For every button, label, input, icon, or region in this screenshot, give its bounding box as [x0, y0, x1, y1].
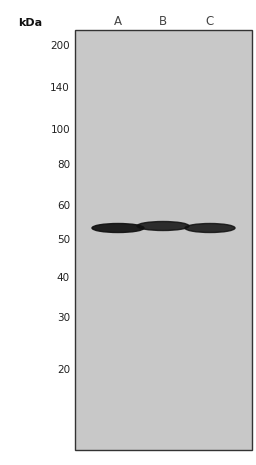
Text: 200: 200 [50, 41, 70, 51]
Text: C: C [206, 15, 214, 28]
Text: 80: 80 [57, 160, 70, 170]
Text: 30: 30 [57, 313, 70, 323]
Text: B: B [159, 15, 167, 28]
Text: kDa: kDa [18, 18, 42, 28]
Text: 40: 40 [57, 273, 70, 283]
Text: 60: 60 [57, 201, 70, 211]
Text: 20: 20 [57, 365, 70, 375]
Ellipse shape [185, 224, 235, 232]
Text: 50: 50 [57, 235, 70, 245]
Text: A: A [114, 15, 122, 28]
Ellipse shape [137, 221, 189, 231]
Text: 140: 140 [50, 83, 70, 93]
FancyBboxPatch shape [75, 30, 252, 450]
Ellipse shape [92, 224, 144, 232]
Text: 100: 100 [50, 125, 70, 135]
